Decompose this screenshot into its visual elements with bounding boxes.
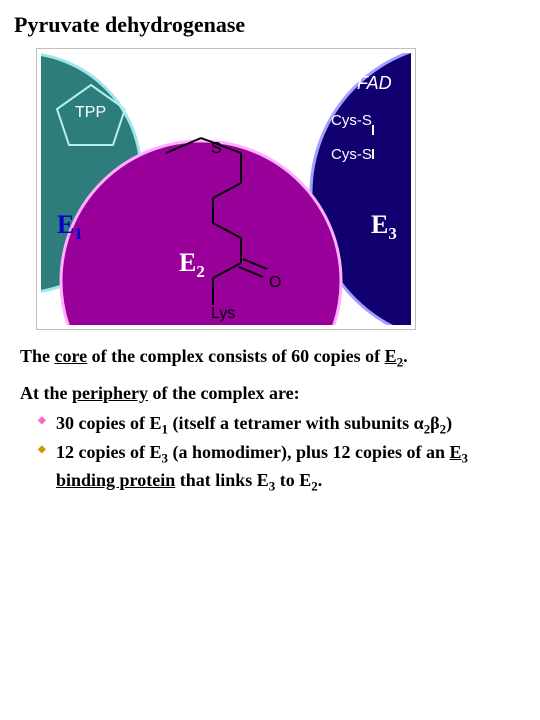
svg-text:S: S xyxy=(211,140,222,157)
svg-text:Lys: Lys xyxy=(211,305,235,322)
bullet-list: 30 copies of E1 (itself a tetramer with … xyxy=(38,411,520,494)
paragraph-core: The core of the complex consists of 60 c… xyxy=(20,344,520,371)
enzyme-diagram: TPPE1E2E3FADCys-SCys-SSOLys xyxy=(41,53,411,325)
paragraph-periphery: At the periphery of the complex are: xyxy=(20,381,520,405)
bullet-e1: 30 copies of E1 (itself a tetramer with … xyxy=(38,411,520,438)
svg-text:Cys-S: Cys-S xyxy=(331,146,372,163)
svg-text:FAD: FAD xyxy=(357,73,392,93)
bullet-e3: 12 copies of E3 (a homodimer), plus 12 c… xyxy=(38,440,520,494)
svg-text:Cys-S: Cys-S xyxy=(331,112,372,129)
page-title: Pyruvate dehydrogenase xyxy=(14,12,526,38)
svg-text:O: O xyxy=(269,274,281,291)
svg-text:TPP: TPP xyxy=(75,104,106,121)
diagram-frame: TPPE1E2E3FADCys-SCys-SSOLys xyxy=(36,48,416,330)
